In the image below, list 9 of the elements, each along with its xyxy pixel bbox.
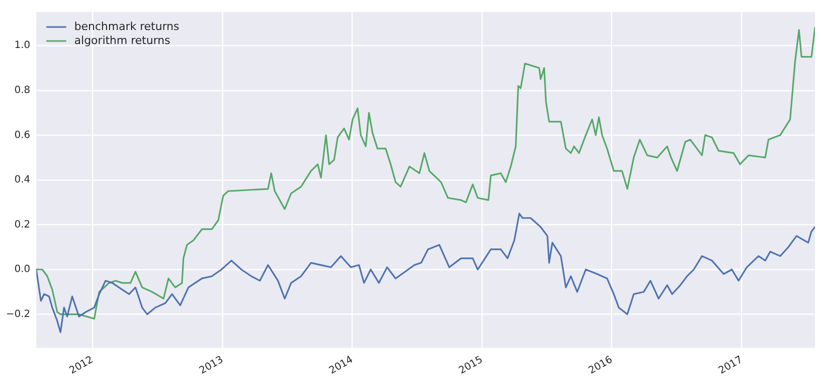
y-tick-label: 0.2 — [14, 219, 30, 230]
legend-label: benchmark returns — [74, 20, 180, 33]
y-tick-label: 0.8 — [14, 84, 30, 96]
y-tick-label: 0.0 — [14, 264, 30, 276]
y-tick-label: −0.2 — [6, 308, 30, 320]
y-tick-label: 1.0 — [14, 40, 30, 52]
y-tick-label: 0.6 — [14, 130, 30, 141]
legend-label: algorithm returns — [74, 34, 170, 47]
y-tick-label: 0.4 — [14, 174, 30, 186]
